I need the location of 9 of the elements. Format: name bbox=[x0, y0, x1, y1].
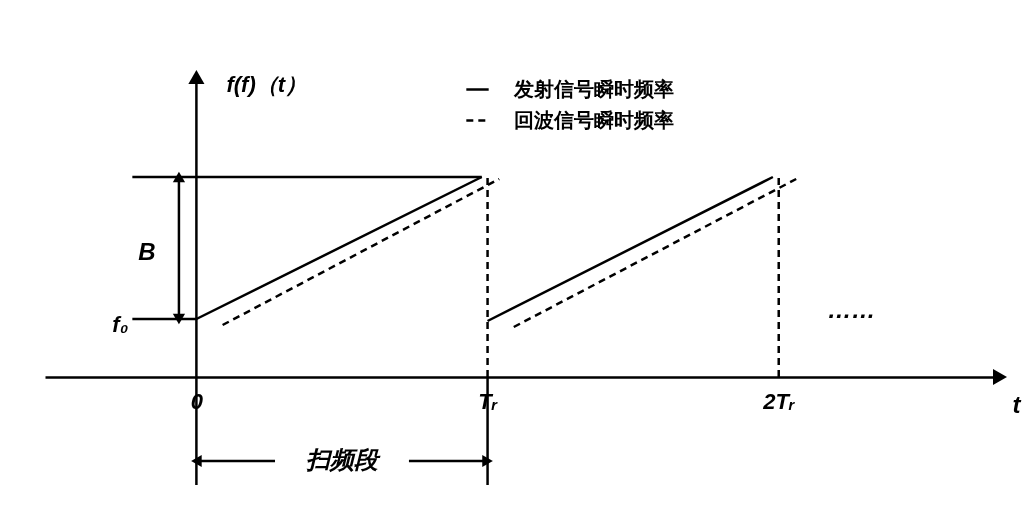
legend-label: 发射信号瞬时频率 bbox=[513, 77, 674, 100]
y-axis-title: f(f)（t） bbox=[226, 72, 308, 97]
x-tick-label: 2Tᵣ bbox=[762, 388, 796, 414]
annotation: B bbox=[138, 238, 156, 265]
annotation: …… bbox=[827, 296, 876, 323]
text: 扫频段 bbox=[305, 446, 381, 473]
legend-label: 回波信号瞬时频率 bbox=[514, 108, 674, 131]
ref-line-label: f₀ bbox=[112, 312, 129, 337]
x-axis-title: t bbox=[1012, 390, 1022, 418]
